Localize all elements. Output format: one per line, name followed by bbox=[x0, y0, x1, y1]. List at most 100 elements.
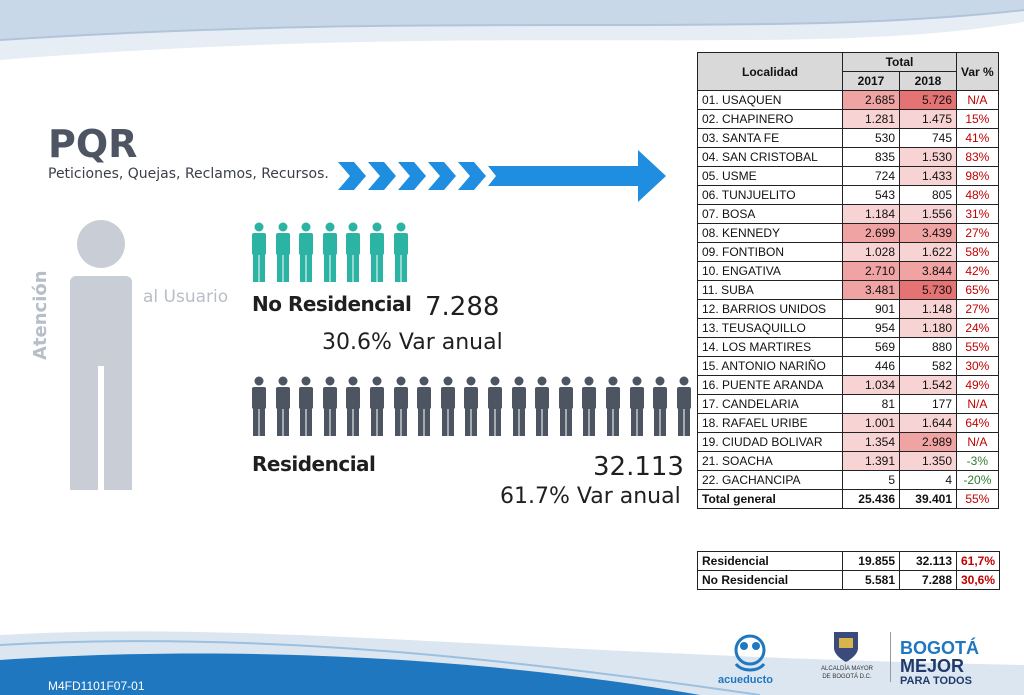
header-total: Total bbox=[842, 52, 957, 72]
cell-var: N/A bbox=[956, 394, 999, 414]
cell-var: 49% bbox=[956, 375, 999, 395]
cell-2018: 745 bbox=[899, 128, 957, 148]
cell-localidad: 03. SANTA FE bbox=[697, 128, 843, 148]
person-icon bbox=[322, 376, 337, 436]
cell-var: 30% bbox=[956, 356, 999, 376]
alcaldia-text-2: DE BOGOTÁ D.C. bbox=[822, 674, 872, 680]
residencial-value: 32.113 bbox=[593, 452, 684, 482]
cell-2018: 3.844 bbox=[899, 261, 957, 281]
person-icon bbox=[511, 376, 526, 436]
cell-2017: 835 bbox=[842, 147, 900, 167]
cell-localidad: 01. USAQUEN bbox=[697, 90, 843, 110]
cell-2017: 1.354 bbox=[842, 432, 900, 452]
cell-localidad: 12. BARRIOS UNIDOS bbox=[697, 299, 843, 319]
person-icon bbox=[346, 222, 361, 282]
cell-var: 41% bbox=[956, 128, 999, 148]
table-row: 12. BARRIOS UNIDOS 901 1.148 27% bbox=[697, 299, 999, 319]
cell-localidad: 11. SUBA bbox=[697, 280, 843, 300]
cell-2018: 1.180 bbox=[899, 318, 957, 338]
header-localidad: Localidad bbox=[697, 52, 843, 91]
cell-2018: 5.730 bbox=[899, 280, 957, 300]
cell-total-label: Total general bbox=[697, 489, 843, 509]
person-icon bbox=[299, 222, 314, 282]
person-icon bbox=[275, 222, 290, 282]
cell-var: 83% bbox=[956, 147, 999, 167]
cell-var: 98% bbox=[956, 166, 999, 186]
person-figure-icon bbox=[70, 220, 132, 490]
cell-localidad: 18. RAFAEL URIBE bbox=[697, 413, 843, 433]
cell-localidad: 16. PUENTE ARANDA bbox=[697, 375, 843, 395]
alcaldia-shield-icon bbox=[834, 632, 858, 662]
cell-2017: 1.028 bbox=[842, 242, 900, 262]
person-icon bbox=[605, 376, 620, 436]
cell-localidad: 04. SAN CRISTOBAL bbox=[697, 147, 843, 167]
bogota-logo-text-1: BOGOTÁ bbox=[900, 638, 979, 658]
summary-2017: 5.581 bbox=[842, 570, 900, 590]
table-row: 13. TEUSAQUILLO 954 1.180 24% bbox=[697, 318, 999, 338]
cell-2017: 2.699 bbox=[842, 223, 900, 243]
person-icon bbox=[440, 376, 455, 436]
summary-2018: 7.288 bbox=[899, 570, 957, 590]
cell-2018: 3.439 bbox=[899, 223, 957, 243]
summary-label: Residencial bbox=[697, 551, 843, 571]
person-icon bbox=[369, 222, 384, 282]
cell-2017: 3.481 bbox=[842, 280, 900, 300]
person-icon bbox=[582, 376, 597, 436]
summary-table: Residencial 19.855 32.113 61,7% No Residenci… bbox=[697, 551, 1001, 590]
cell-var: 64% bbox=[956, 413, 999, 433]
cell-localidad: 05. USME bbox=[697, 166, 843, 186]
cell-var: N/A bbox=[956, 432, 999, 452]
cell-2017: 446 bbox=[842, 356, 900, 376]
cell-var: 24% bbox=[956, 318, 999, 338]
cell-var: -20% bbox=[956, 470, 999, 490]
person-icon bbox=[275, 376, 290, 436]
cell-var: 27% bbox=[956, 299, 999, 319]
cell-2017: 901 bbox=[842, 299, 900, 319]
cell-localidad: 17. CANDELARIA bbox=[697, 394, 843, 414]
person-icon bbox=[464, 376, 479, 436]
cell-2018: 1.644 bbox=[899, 413, 957, 433]
cell-total-var: 55% bbox=[956, 489, 999, 509]
localidades-table: Localidad Total Var % 2017 2018 01. USAQ… bbox=[697, 52, 999, 509]
cell-total-2017: 25.436 bbox=[842, 489, 900, 509]
table-row: 22. GACHANCIPA 5 4 -20% bbox=[697, 470, 999, 490]
residencial-label: Residencial bbox=[252, 452, 376, 476]
table-row: 09. FONTIBON 1.028 1.622 58% bbox=[697, 242, 999, 262]
page-subtitle: Peticiones, Quejas, Reclamos, Recursos. bbox=[48, 166, 329, 182]
cell-2017: 81 bbox=[842, 394, 900, 414]
cell-2017: 543 bbox=[842, 185, 900, 205]
no-residencial-variation: 30.6% Var anual bbox=[322, 330, 503, 355]
cell-localidad: 06. TUNJUELITO bbox=[697, 185, 843, 205]
logo-divider bbox=[890, 632, 891, 682]
person-icon bbox=[417, 376, 432, 436]
bottom-wave-decoration bbox=[0, 631, 1024, 695]
cell-2017: 2.710 bbox=[842, 261, 900, 281]
no-residencial-people-row bbox=[252, 222, 417, 282]
cell-localidad: 07. BOSA bbox=[697, 204, 843, 224]
cell-2017: 1.391 bbox=[842, 451, 900, 471]
bogota-logo-text-2: MEJOR bbox=[900, 656, 965, 676]
acueducto-logo-icon bbox=[734, 634, 766, 672]
person-icon bbox=[393, 222, 408, 282]
top-wave-decoration bbox=[0, 0, 1024, 60]
no-residencial-value: 7.288 bbox=[425, 292, 500, 322]
label-atencion: Atención bbox=[30, 270, 51, 360]
residencial-people-row bbox=[252, 376, 700, 436]
person-icon bbox=[558, 376, 573, 436]
cell-2017: 1.281 bbox=[842, 109, 900, 129]
cell-localidad: 21. SOACHA bbox=[697, 451, 843, 471]
person-icon bbox=[369, 376, 384, 436]
residencial-variation: 61.7% Var anual bbox=[500, 484, 681, 509]
person-icon bbox=[322, 222, 337, 282]
cell-2018: 4 bbox=[899, 470, 957, 490]
table-row: 10. ENGATIVA 2.710 3.844 42% bbox=[697, 261, 999, 281]
cell-total-2018: 39.401 bbox=[899, 489, 957, 509]
logos-area: acueducto ALCALDÍA MAYOR DE BOGOTÁ D.C. … bbox=[718, 628, 1010, 688]
person-icon bbox=[252, 376, 266, 436]
acueducto-logo-text: acueducto bbox=[718, 674, 774, 686]
cell-2017: 954 bbox=[842, 318, 900, 338]
cell-2017: 1.034 bbox=[842, 375, 900, 395]
cell-var: 31% bbox=[956, 204, 999, 224]
summary-var: 30,6% bbox=[955, 570, 1001, 590]
cell-2018: 1.148 bbox=[899, 299, 957, 319]
